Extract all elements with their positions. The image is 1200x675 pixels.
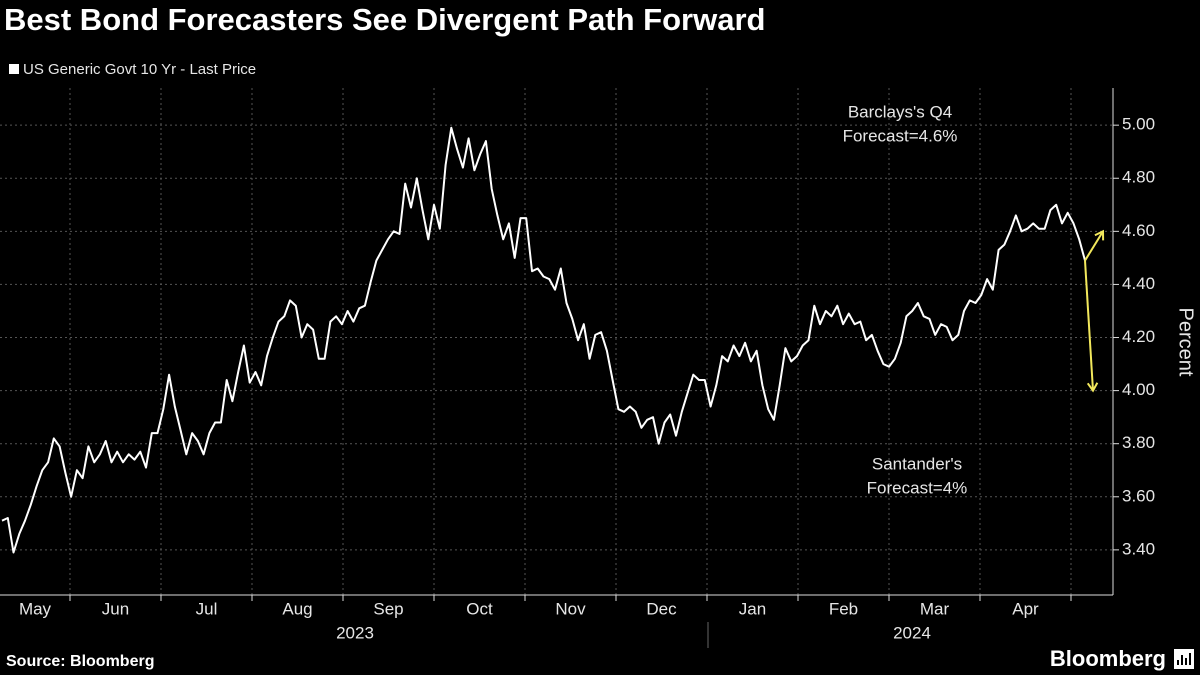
x-tick-label: Apr	[1012, 599, 1039, 618]
x-tick-label: Nov	[555, 599, 586, 618]
y-tick-label: 4.20	[1122, 327, 1155, 346]
legend-label: US Generic Govt 10 Yr - Last Price	[23, 61, 256, 78]
x-tick-label: Aug	[282, 599, 312, 618]
forecast-annotation: Forecast=4%	[867, 478, 968, 497]
y-tick-label: 4.40	[1122, 274, 1155, 293]
y-tick-label: 5.00	[1122, 115, 1155, 134]
x-tick-label: Jun	[102, 599, 129, 618]
forecast-annotation: Santander's	[872, 454, 962, 473]
brand-icon-bars	[1177, 653, 1191, 665]
y-tick-label: 3.80	[1122, 433, 1155, 452]
forecast-annotation: Barclays's Q4	[848, 102, 952, 121]
year-label: 2023	[336, 623, 374, 642]
legend-swatch	[9, 64, 19, 74]
x-tick-label: May	[19, 599, 52, 618]
y-tick-label: 4.60	[1122, 221, 1155, 240]
brand: Bloomberg	[1050, 646, 1166, 671]
data-line	[1, 126, 1086, 554]
forecast-arrow	[1084, 260, 1094, 391]
source: Source: Bloomberg	[6, 653, 154, 670]
y-tick-label: 3.40	[1122, 539, 1155, 558]
y-tick-label: 3.60	[1122, 486, 1155, 505]
x-tick-label: Dec	[646, 599, 677, 618]
forecast-annotation: Forecast=4.6%	[843, 126, 958, 145]
year-label: 2024	[893, 623, 931, 642]
y-tick-label: 4.80	[1122, 168, 1155, 187]
x-tick-label: Oct	[466, 599, 493, 618]
y-tick-label: 4.00	[1122, 380, 1155, 399]
x-tick-label: Sep	[373, 599, 403, 618]
chart-title: Best Bond Forecasters See Divergent Path…	[4, 2, 765, 37]
forecast-arrowhead	[1094, 229, 1105, 241]
y-axis-title: Percent	[1175, 308, 1197, 377]
forecast-arrowhead	[1086, 382, 1099, 393]
x-tick-label: Jul	[196, 599, 218, 618]
x-tick-label: Mar	[920, 599, 950, 618]
x-tick-label: Jan	[739, 599, 766, 618]
x-tick-label: Feb	[829, 599, 858, 618]
forecast-arrow	[1084, 230, 1104, 262]
